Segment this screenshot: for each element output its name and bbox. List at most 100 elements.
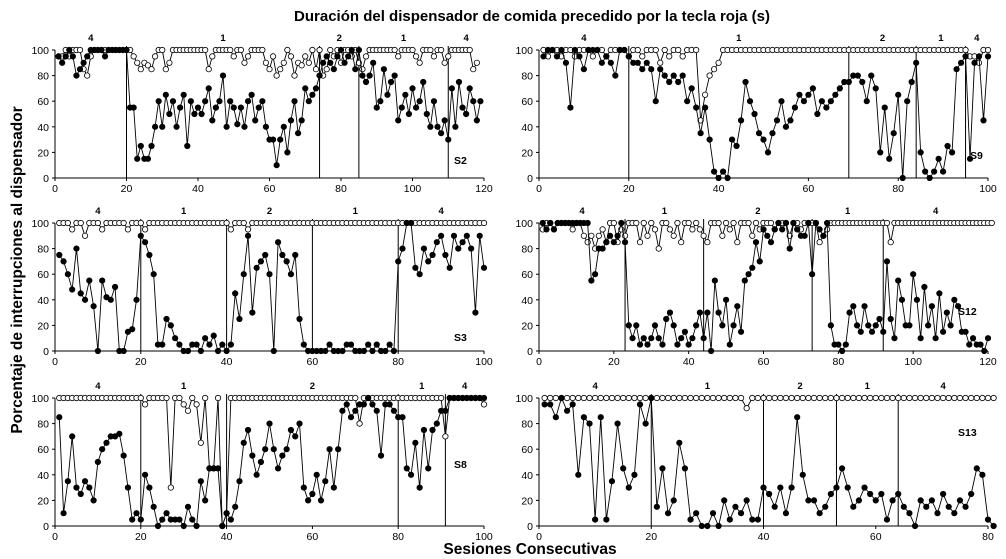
data-point-filled — [957, 59, 965, 66]
data-point-filled — [588, 277, 595, 284]
data-point-filled — [979, 471, 986, 478]
data-point-filled — [652, 98, 659, 105]
x-tick-label: 20 — [623, 183, 635, 195]
data-point-filled — [193, 341, 200, 348]
data-point-filled — [880, 328, 887, 335]
data-point-filled — [855, 497, 863, 504]
data-point-filled — [853, 322, 861, 329]
data-point-filled — [252, 117, 259, 124]
data-point-filled — [760, 226, 767, 233]
data-point-open — [730, 219, 737, 227]
data-point-filled — [442, 251, 449, 259]
data-point-filled — [99, 277, 106, 284]
data-point-filled — [966, 155, 974, 162]
y-tick-label: 0 — [43, 346, 49, 358]
data-point-filled — [805, 219, 812, 227]
data-point-open — [700, 232, 707, 239]
data-point-filled — [835, 341, 842, 348]
y-tick-label: 0 — [527, 521, 533, 533]
y-tick-label: 100 — [515, 45, 533, 57]
data-point-open — [580, 394, 588, 402]
data-point-filled — [348, 46, 355, 54]
phase-label: 2 — [797, 381, 802, 392]
data-point-filled — [702, 104, 709, 111]
data-point-filled — [296, 420, 303, 427]
data-point-open — [302, 53, 309, 60]
data-point-open — [323, 66, 330, 73]
y-tick-label: 40 — [521, 470, 533, 482]
data-point-filled — [262, 251, 269, 259]
data-point-filled — [724, 174, 731, 182]
data-point-filled — [651, 322, 659, 329]
data-point-filled — [144, 155, 152, 162]
data-point-filled — [657, 66, 664, 73]
data-point-open — [223, 219, 230, 227]
data-point-open — [176, 394, 183, 402]
data-point-filled — [380, 66, 387, 73]
y-tick-label: 100 — [515, 393, 533, 405]
data-point-filled — [198, 110, 205, 118]
data-point-filled — [917, 335, 924, 342]
data-point-open — [715, 219, 722, 227]
data-point-filled — [423, 110, 430, 118]
data-point-open — [580, 232, 588, 239]
phase-label: 4 — [95, 206, 101, 217]
data-point-filled — [360, 347, 367, 355]
data-point-filled — [786, 245, 793, 252]
data-point-filled — [248, 91, 255, 98]
x-tick-label: 100 — [475, 356, 493, 368]
data-point-filled — [631, 471, 638, 478]
data-point-filled — [719, 168, 727, 175]
data-point-filled — [984, 53, 992, 60]
data-point-open — [120, 219, 127, 227]
data-point-filled — [900, 503, 907, 510]
data-point-open — [642, 394, 649, 402]
data-point-filled — [732, 503, 739, 510]
data-point-filled — [305, 98, 312, 105]
data-point-filled — [94, 458, 102, 466]
data-point-filled — [69, 433, 76, 440]
data-point-filled — [932, 335, 939, 342]
y-tick-label: 80 — [37, 419, 49, 431]
data-point-filled — [764, 232, 771, 239]
data-point-filled — [429, 251, 436, 259]
data-point-filled — [326, 341, 333, 348]
x-tick-label: 40 — [221, 356, 233, 368]
data-point-filled — [911, 522, 919, 530]
data-point-filled — [895, 91, 902, 98]
data-point-filled — [777, 484, 784, 491]
data-point-open — [144, 62, 152, 69]
data-point-open — [844, 394, 851, 402]
data-point-filled — [146, 251, 153, 259]
data-point-filled — [257, 458, 265, 466]
data-point-filled — [405, 110, 413, 118]
data-point-filled — [883, 258, 891, 265]
data-point-filled — [816, 510, 823, 517]
data-point-open — [636, 239, 644, 246]
data-point-filled — [625, 322, 632, 329]
data-point-filled — [676, 439, 683, 446]
x-tick-label: 40 — [221, 531, 233, 543]
data-point-filled — [407, 471, 415, 478]
data-point-filled — [309, 490, 316, 498]
x-tick-label: 40 — [713, 183, 725, 195]
data-point-filled — [760, 136, 767, 143]
data-point-filled — [745, 271, 752, 278]
data-point-filled — [90, 497, 97, 504]
data-point-filled — [592, 271, 599, 278]
chart-panel-s3: 0 20 40 60 80 100 0 20 40 60 80 100 4 1 2 1 4 S3 — [31, 206, 492, 368]
data-point-filled — [180, 522, 187, 530]
chart-panel-s9: 0 20 40 60 80 100 0 20 40 60 80 100 4 1 2 1 4 S9 — [515, 33, 996, 195]
data-point-open — [990, 394, 997, 402]
data-point-open — [356, 420, 363, 427]
y-tick-label: 20 — [521, 147, 533, 159]
data-point-open — [988, 219, 995, 227]
data-point-filled — [365, 394, 372, 402]
data-point-filled — [433, 420, 440, 427]
data-point-filled — [868, 328, 876, 335]
data-point-filled — [232, 503, 239, 510]
data-point-filled — [814, 110, 821, 118]
x-tick-label: 60 — [307, 356, 319, 368]
data-point-open — [962, 46, 969, 54]
data-point-filled — [80, 59, 87, 66]
